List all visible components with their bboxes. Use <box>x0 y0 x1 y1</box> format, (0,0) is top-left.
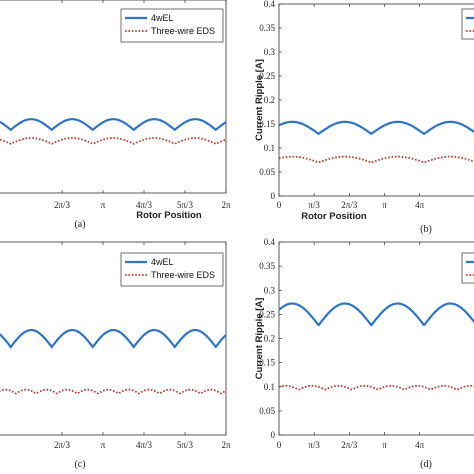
plot-area <box>278 3 474 197</box>
x-tick-label: 2π/3 <box>54 440 71 450</box>
y-tick-label: 0.4 <box>264 237 276 247</box>
y-tick-label: 0.3 <box>264 47 276 57</box>
y-tick-label: 0.05 <box>259 406 275 416</box>
y-tick-label: 0.25 <box>259 71 275 81</box>
y-tick-label: 0.35 <box>259 261 275 271</box>
series-4wel-line <box>278 302 474 327</box>
legend-entry: Three-wire EDS <box>151 270 215 280</box>
x-tick-label: 4π <box>415 440 425 450</box>
legend-entry: 4wEL <box>151 257 174 267</box>
panel-label: (b) <box>420 224 432 235</box>
legend-entry: 4wEL <box>151 13 174 23</box>
y-tick-label: 0.25 <box>259 309 275 319</box>
series-4wel-line <box>0 118 227 132</box>
y-tick-label: 0.2 <box>264 334 275 344</box>
x-axis-label: Rotor Position <box>136 210 202 221</box>
series-4wel-line <box>278 120 474 135</box>
panel-label: (d) <box>420 459 432 470</box>
y-tick-label: 0.1 <box>264 382 275 392</box>
y-tick-label: 0.15 <box>259 119 275 129</box>
x-tick-label: 2π/3 <box>341 200 358 210</box>
x-tick-label: 0 <box>277 200 282 210</box>
x-tick-label: π <box>101 440 106 450</box>
x-tick-label: π/3 <box>308 200 320 210</box>
plot-area <box>278 241 474 436</box>
x-tick-label: 2π/3 <box>54 200 71 210</box>
y-tick-label: 0.35 <box>259 23 275 33</box>
y-tick-label: 0.3 <box>264 285 276 295</box>
legend-box <box>461 8 474 40</box>
x-tick-label: 5π/3 <box>177 200 194 210</box>
x-tick-label: π/3 <box>308 440 320 450</box>
panel-label: (c) <box>74 459 85 470</box>
x-tick-label: 2π/3 <box>341 440 358 450</box>
series-4wel-line <box>0 328 227 349</box>
x-tick-label: 2π <box>221 200 231 210</box>
legend-entry: Three-wire EDS <box>151 26 215 36</box>
y-tick-label: 0.1 <box>264 143 275 153</box>
series-three-wire-eds-line <box>0 137 227 145</box>
x-axis-label: Rotor Position <box>301 211 367 222</box>
legend-box <box>461 252 474 284</box>
series-three-wire-eds-line <box>0 388 227 395</box>
x-tick-label: π <box>382 440 387 450</box>
y-tick-label: 0.15 <box>259 358 275 368</box>
x-tick-label: π <box>101 200 106 210</box>
panel-label: (a) <box>74 219 85 230</box>
y-tick-label: 0.05 <box>259 167 275 177</box>
x-tick-label: 5π/3 <box>177 440 194 450</box>
series-three-wire-eds-line <box>278 155 474 164</box>
x-tick-label: 4π <box>415 200 425 210</box>
series-three-wire-eds-line <box>278 384 474 391</box>
x-tick-label: 0 <box>277 440 282 450</box>
y-tick-label: 0.4 <box>264 0 276 9</box>
x-tick-label: 4π/3 <box>136 200 153 210</box>
x-tick-label: 4π/3 <box>136 440 153 450</box>
x-tick-label: π <box>382 200 387 210</box>
legend-box <box>120 8 224 43</box>
y-tick-label: 0 <box>271 191 276 201</box>
y-axis-label: Current Ripple [A] <box>254 59 265 141</box>
x-tick-label: 2π <box>221 440 231 450</box>
y-axis-label: Current Ripple [A] <box>254 298 265 380</box>
y-tick-label: 0 <box>271 430 276 440</box>
y-tick-label: 0.2 <box>264 95 275 105</box>
legend-box <box>120 252 224 287</box>
